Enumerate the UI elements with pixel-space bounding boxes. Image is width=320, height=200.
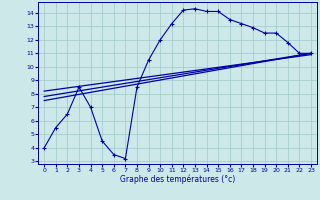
X-axis label: Graphe des températures (°c): Graphe des températures (°c) bbox=[120, 175, 235, 184]
